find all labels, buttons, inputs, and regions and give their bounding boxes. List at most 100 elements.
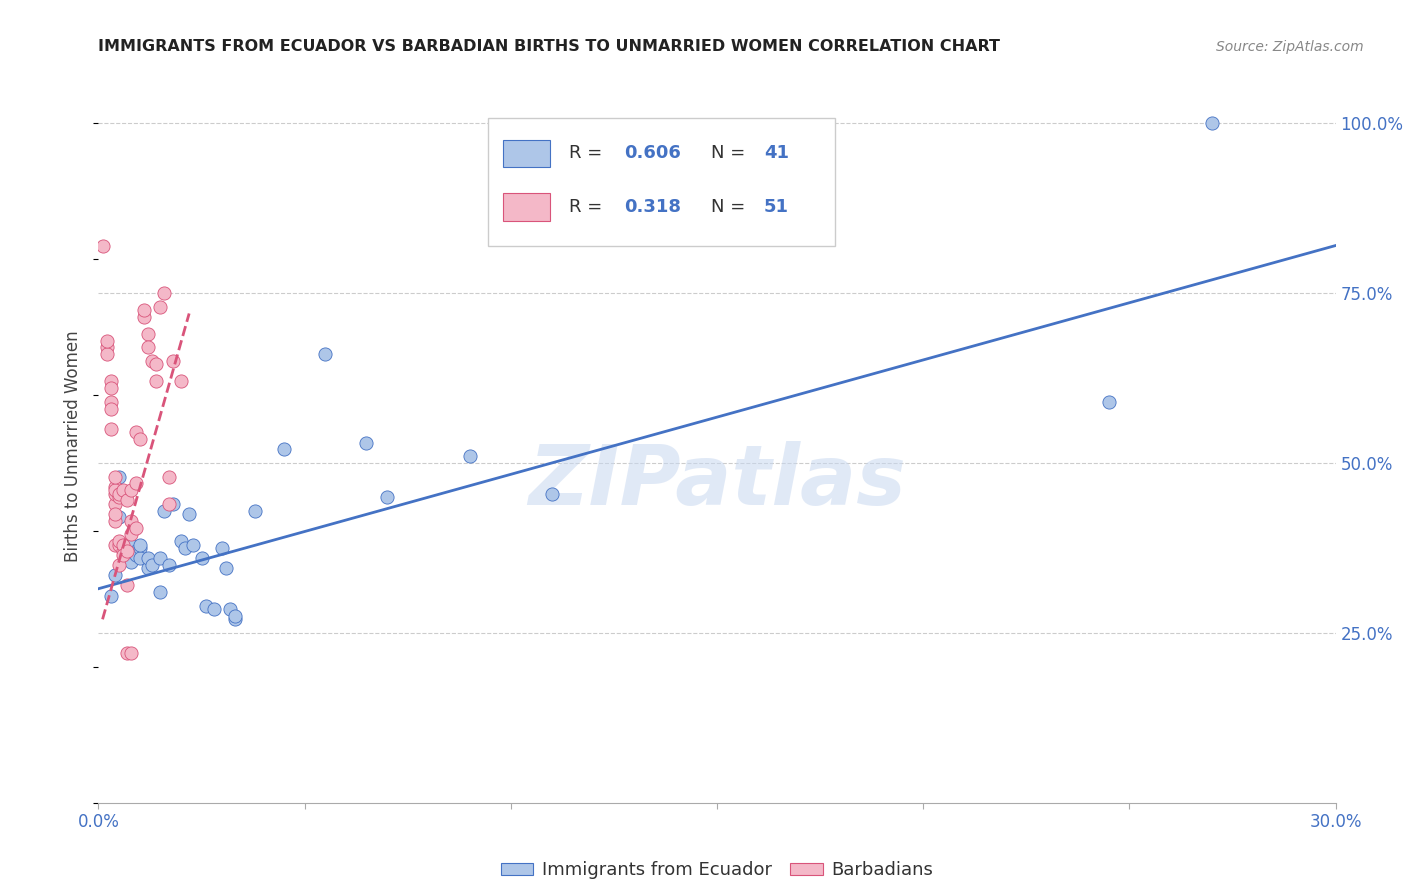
Point (153, 286, 176, 301)
Point (104, 537, 127, 551)
Point (162, 497, 184, 511)
Point (136, 551, 159, 566)
Point (117, 578, 139, 592)
Point (120, 527, 142, 541)
Point (100, 401, 122, 416)
Point (112, 537, 135, 551)
Point (128, 432, 150, 446)
Point (112, 483, 135, 498)
FancyBboxPatch shape (488, 118, 835, 246)
Point (215, 561, 238, 575)
Point (120, 537, 142, 551)
Point (120, 483, 142, 498)
Text: 0.318: 0.318 (624, 198, 682, 216)
Point (145, 375, 167, 389)
Point (124, 476, 146, 491)
Point (108, 534, 131, 549)
Point (108, 486, 131, 500)
Text: N =: N = (711, 198, 751, 216)
Point (117, 646, 139, 660)
Point (541, 486, 564, 500)
Point (108, 510, 131, 524)
Point (224, 608, 246, 623)
Point (149, 551, 172, 566)
Point (108, 469, 131, 483)
Point (124, 520, 146, 534)
Point (179, 507, 201, 521)
Point (96, 347, 118, 361)
Point (458, 449, 481, 463)
Point (124, 548, 146, 562)
Point (108, 558, 131, 572)
Point (124, 425, 146, 440)
FancyBboxPatch shape (503, 194, 550, 220)
Point (149, 585, 172, 599)
Point (141, 558, 163, 572)
Point (108, 537, 131, 551)
Point (96, 334, 118, 348)
Point (112, 544, 135, 558)
Point (224, 612, 246, 626)
Point (128, 551, 150, 566)
Point (375, 490, 398, 504)
Point (104, 568, 127, 582)
Text: IMMIGRANTS FROM ECUADOR VS BARBADIAN BIRTHS TO UNMARRIED WOMEN CORRELATION CHART: IMMIGRANTS FROM ECUADOR VS BARBADIAN BIR… (98, 38, 1001, 54)
Text: N =: N = (711, 145, 751, 162)
Point (157, 497, 180, 511)
Point (1201, 116, 1223, 130)
Text: 41: 41 (763, 145, 789, 162)
Text: ZIPatlas: ZIPatlas (529, 442, 905, 522)
Point (153, 503, 176, 517)
Point (219, 602, 242, 616)
Point (273, 442, 295, 457)
Point (104, 480, 127, 494)
Point (104, 486, 127, 500)
Point (174, 541, 197, 555)
Point (145, 358, 167, 372)
Point (149, 300, 172, 314)
Point (104, 469, 127, 483)
Text: R =: R = (568, 145, 607, 162)
Text: R =: R = (568, 198, 607, 216)
Point (100, 375, 122, 389)
FancyBboxPatch shape (503, 140, 550, 167)
Point (108, 490, 131, 504)
Point (243, 503, 266, 517)
Point (157, 469, 180, 483)
Point (117, 544, 139, 558)
Point (190, 551, 212, 566)
Point (136, 561, 159, 575)
Point (132, 303, 155, 318)
Point (128, 541, 150, 555)
Text: 0.606: 0.606 (624, 145, 681, 162)
Point (132, 310, 155, 324)
Point (100, 422, 122, 436)
Point (356, 435, 378, 450)
Point (117, 493, 139, 508)
Point (128, 537, 150, 551)
Point (136, 341, 159, 355)
Point (96, 341, 118, 355)
Point (157, 558, 180, 572)
Point (181, 537, 204, 551)
Y-axis label: Births to Unmarried Women: Births to Unmarried Women (65, 330, 83, 562)
Point (120, 514, 142, 528)
Point (194, 599, 217, 613)
Point (314, 347, 336, 361)
Point (136, 326, 159, 341)
Point (91, 238, 114, 252)
Point (211, 541, 233, 555)
Point (100, 381, 122, 395)
Point (1098, 394, 1121, 409)
Point (120, 646, 142, 660)
Point (117, 544, 139, 558)
Legend: Immigrants from Ecuador, Barbadians: Immigrants from Ecuador, Barbadians (494, 855, 941, 887)
Point (162, 354, 184, 368)
Point (170, 534, 193, 549)
Point (104, 514, 127, 528)
Point (100, 589, 122, 603)
Point (141, 354, 163, 368)
Point (202, 602, 225, 616)
Text: Source: ZipAtlas.com: Source: ZipAtlas.com (1216, 39, 1364, 54)
Point (104, 483, 127, 498)
